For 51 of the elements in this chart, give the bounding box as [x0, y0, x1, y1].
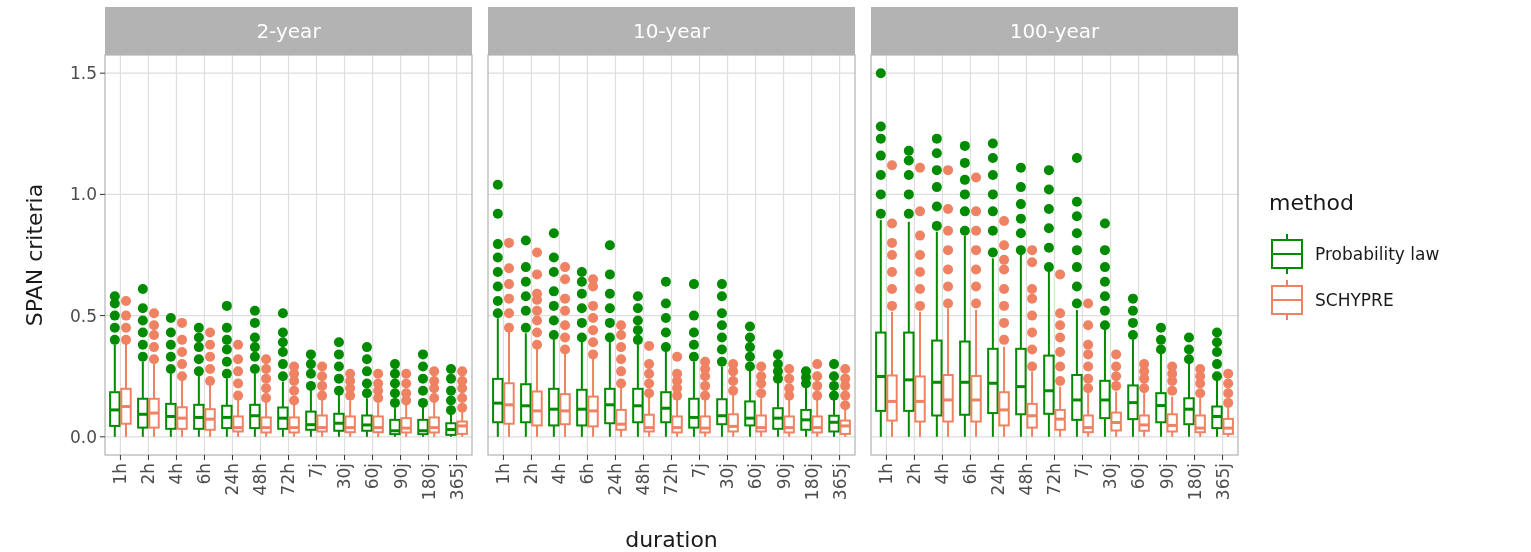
x-tick-label: 48h — [250, 463, 271, 496]
x-tick-label: 4h — [166, 463, 187, 485]
x-tick-label: 72h — [1044, 463, 1065, 496]
x-tick-label: 180j — [801, 463, 822, 501]
x-tick-label: 90j — [390, 463, 411, 490]
x-tick-label: 60j — [745, 463, 766, 490]
x-tick-label: 1h — [876, 463, 897, 485]
x-tick-label: 30j — [717, 463, 738, 490]
x-tick-label: 4h — [549, 463, 570, 485]
x-tick-label: 72h — [278, 463, 299, 496]
x-tick-label: 90j — [773, 463, 794, 490]
x-tick-label: 180j — [1184, 463, 1205, 501]
x-tick-label: 72h — [661, 463, 682, 496]
chart-title: 10-year — [633, 19, 711, 43]
chart-title: 100-year — [1009, 19, 1101, 43]
x-tick-label: 24h — [222, 463, 243, 496]
x-tick-label: 7j — [1072, 463, 1093, 479]
y-tick-label: 1.0 — [69, 184, 97, 205]
x-tick-label: 6h — [577, 463, 598, 485]
x-tick-label: 7j — [306, 463, 327, 479]
x-tick-label: 24h — [605, 463, 626, 496]
x-tick-label: 2h — [904, 463, 925, 485]
x-tick-label: 90j — [1156, 463, 1177, 490]
x-tick-label: 1h — [493, 463, 514, 485]
x-tick-label: 1h — [110, 463, 131, 485]
legend-label: SCHYPRE — [1315, 289, 1394, 310]
legend-title: method — [1269, 190, 1354, 215]
chart-title: 2-year — [256, 19, 322, 43]
x-tick-label: 2h — [521, 463, 542, 485]
x-tick-label: 180j — [418, 463, 439, 501]
x-tick-label: 6h — [194, 463, 215, 485]
legend-label: Probability law — [1315, 243, 1440, 264]
x-tick-label: 30j — [1100, 463, 1121, 490]
x-tick-label: 60j — [362, 463, 383, 490]
x-tick-label: 365j — [1212, 463, 1233, 501]
x-tick-label: 24h — [988, 463, 1009, 496]
x-tick-label: 30j — [334, 463, 355, 490]
x-tick-label: 4h — [932, 463, 953, 485]
y-axis-title: SPAN criteria — [22, 183, 47, 327]
y-tick-label: 0.0 — [69, 426, 97, 447]
x-axis-title: duration — [625, 527, 718, 552]
x-tick-label: 365j — [829, 463, 850, 501]
x-tick-label: 2h — [138, 463, 159, 485]
x-tick-label: 365j — [446, 463, 467, 501]
y-tick-label: 0.5 — [69, 305, 97, 326]
x-tick-label: 7j — [689, 463, 710, 479]
x-tick-label: 48h — [633, 463, 654, 496]
x-tick-label: 48h — [1016, 463, 1037, 496]
x-tick-label: 6h — [960, 463, 981, 485]
y-tick-label: 1.5 — [69, 63, 97, 84]
x-tick-label: 60j — [1128, 463, 1149, 490]
